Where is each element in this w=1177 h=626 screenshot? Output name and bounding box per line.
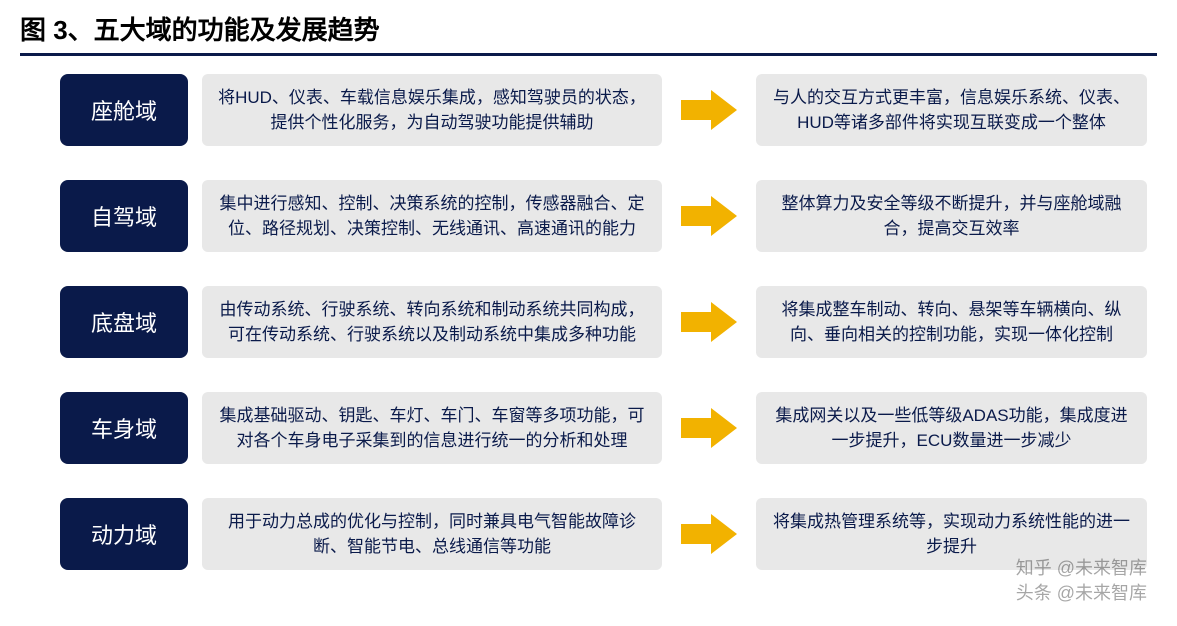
domain-label: 自驾域 [60,180,188,252]
trend-box: 集成网关以及一些低等级ADAS功能，集成度进一步提升，ECU数量进一步减少 [756,392,1147,464]
figure-title: 图 3、五大域的功能及发展趋势 [20,10,1157,56]
watermark-line2: 头条 @未来智库 [1016,581,1147,606]
function-box: 集中进行感知、控制、决策系统的控制，传感器融合、定位、路径规划、决策控制、无线通… [202,180,662,252]
function-box: 用于动力总成的优化与控制，同时兼具电气智能故障诊断、智能节电、总线通信等功能 [202,498,662,570]
row-chassis: 底盘域 由传动系统、行驶系统、转向系统和制动系统共同构成，可在传动系统、行驶系统… [60,286,1147,358]
function-box: 由传动系统、行驶系统、转向系统和制动系统共同构成，可在传动系统、行驶系统以及制动… [202,286,662,358]
row-body: 车身域 集成基础驱动、钥匙、车灯、车门、车窗等多项功能，可对各个车身电子采集到的… [60,392,1147,464]
row-autodrive: 自驾域 集中进行感知、控制、决策系统的控制，传感器融合、定位、路径规划、决策控制… [60,180,1147,252]
domain-rows: 座舱域 将HUD、仪表、车载信息娱乐集成，感知驾驶员的状态，提供个性化服务，为自… [20,74,1157,570]
function-box: 集成基础驱动、钥匙、车灯、车门、车窗等多项功能，可对各个车身电子采集到的信息进行… [202,392,662,464]
domain-label: 底盘域 [60,286,188,358]
trend-box: 将集成热管理系统等，实现动力系统性能的进一步提升 [756,498,1147,570]
arrow-icon [676,498,742,570]
row-powertrain: 动力域 用于动力总成的优化与控制，同时兼具电气智能故障诊断、智能节电、总线通信等… [60,498,1147,570]
domain-label: 车身域 [60,392,188,464]
arrow-icon [676,392,742,464]
arrow-icon [676,74,742,146]
arrow-icon [676,286,742,358]
domain-label: 动力域 [60,498,188,570]
function-box: 将HUD、仪表、车载信息娱乐集成，感知驾驶员的状态，提供个性化服务，为自动驾驶功… [202,74,662,146]
trend-box: 与人的交互方式更丰富，信息娱乐系统、仪表、HUD等诸多部件将实现互联变成一个整体 [756,74,1147,146]
trend-box: 将集成整车制动、转向、悬架等车辆横向、纵向、垂向相关的控制功能，实现一体化控制 [756,286,1147,358]
domain-label: 座舱域 [60,74,188,146]
row-cockpit: 座舱域 将HUD、仪表、车载信息娱乐集成，感知驾驶员的状态，提供个性化服务，为自… [60,74,1147,146]
arrow-icon [676,180,742,252]
trend-box: 整体算力及安全等级不断提升，并与座舱域融合，提高交互效率 [756,180,1147,252]
